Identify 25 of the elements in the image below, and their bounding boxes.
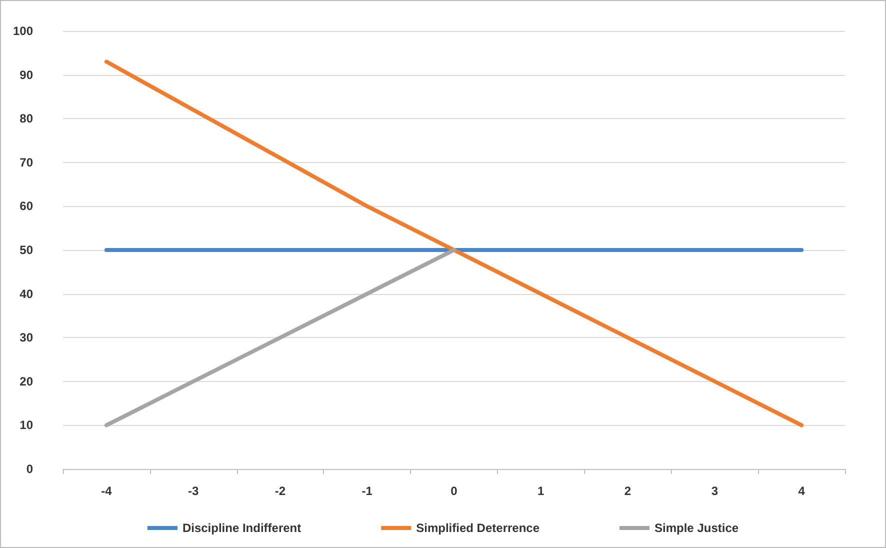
y-tick-label: 20: [20, 374, 34, 388]
y-tick-label: 90: [20, 68, 34, 82]
legend-label: Simple Justice: [654, 521, 739, 535]
y-tick-label: 0: [26, 462, 34, 476]
y-tick-label: 100: [12, 24, 34, 38]
legend-label: Simplified Deterrence: [416, 521, 540, 535]
y-tick-label: 60: [20, 199, 34, 214]
line-series: [104, 248, 456, 428]
x-tick-label: -2: [274, 484, 286, 498]
line-series: [104, 60, 804, 428]
y-tick-label: 30: [20, 330, 34, 345]
y-tick-label: 10: [20, 418, 34, 432]
x-tick-label: 4: [798, 484, 806, 498]
y-tick-label: 50: [20, 243, 34, 257]
x-tick-label: 0: [450, 484, 458, 498]
y-tick-label: 80: [20, 112, 34, 126]
y-tick-label: 40: [20, 286, 34, 301]
x-tick-label: 3: [711, 484, 718, 498]
x-tick-label: 2: [624, 484, 632, 498]
x-tick-label: 1: [538, 484, 545, 498]
legend-label: Discipline Indifferent: [182, 521, 302, 535]
y-tick-label: 70: [20, 155, 34, 170]
x-tick-label: -4: [101, 484, 112, 498]
x-tick-label: -3: [188, 484, 199, 498]
x-tick-label: -1: [362, 484, 373, 498]
